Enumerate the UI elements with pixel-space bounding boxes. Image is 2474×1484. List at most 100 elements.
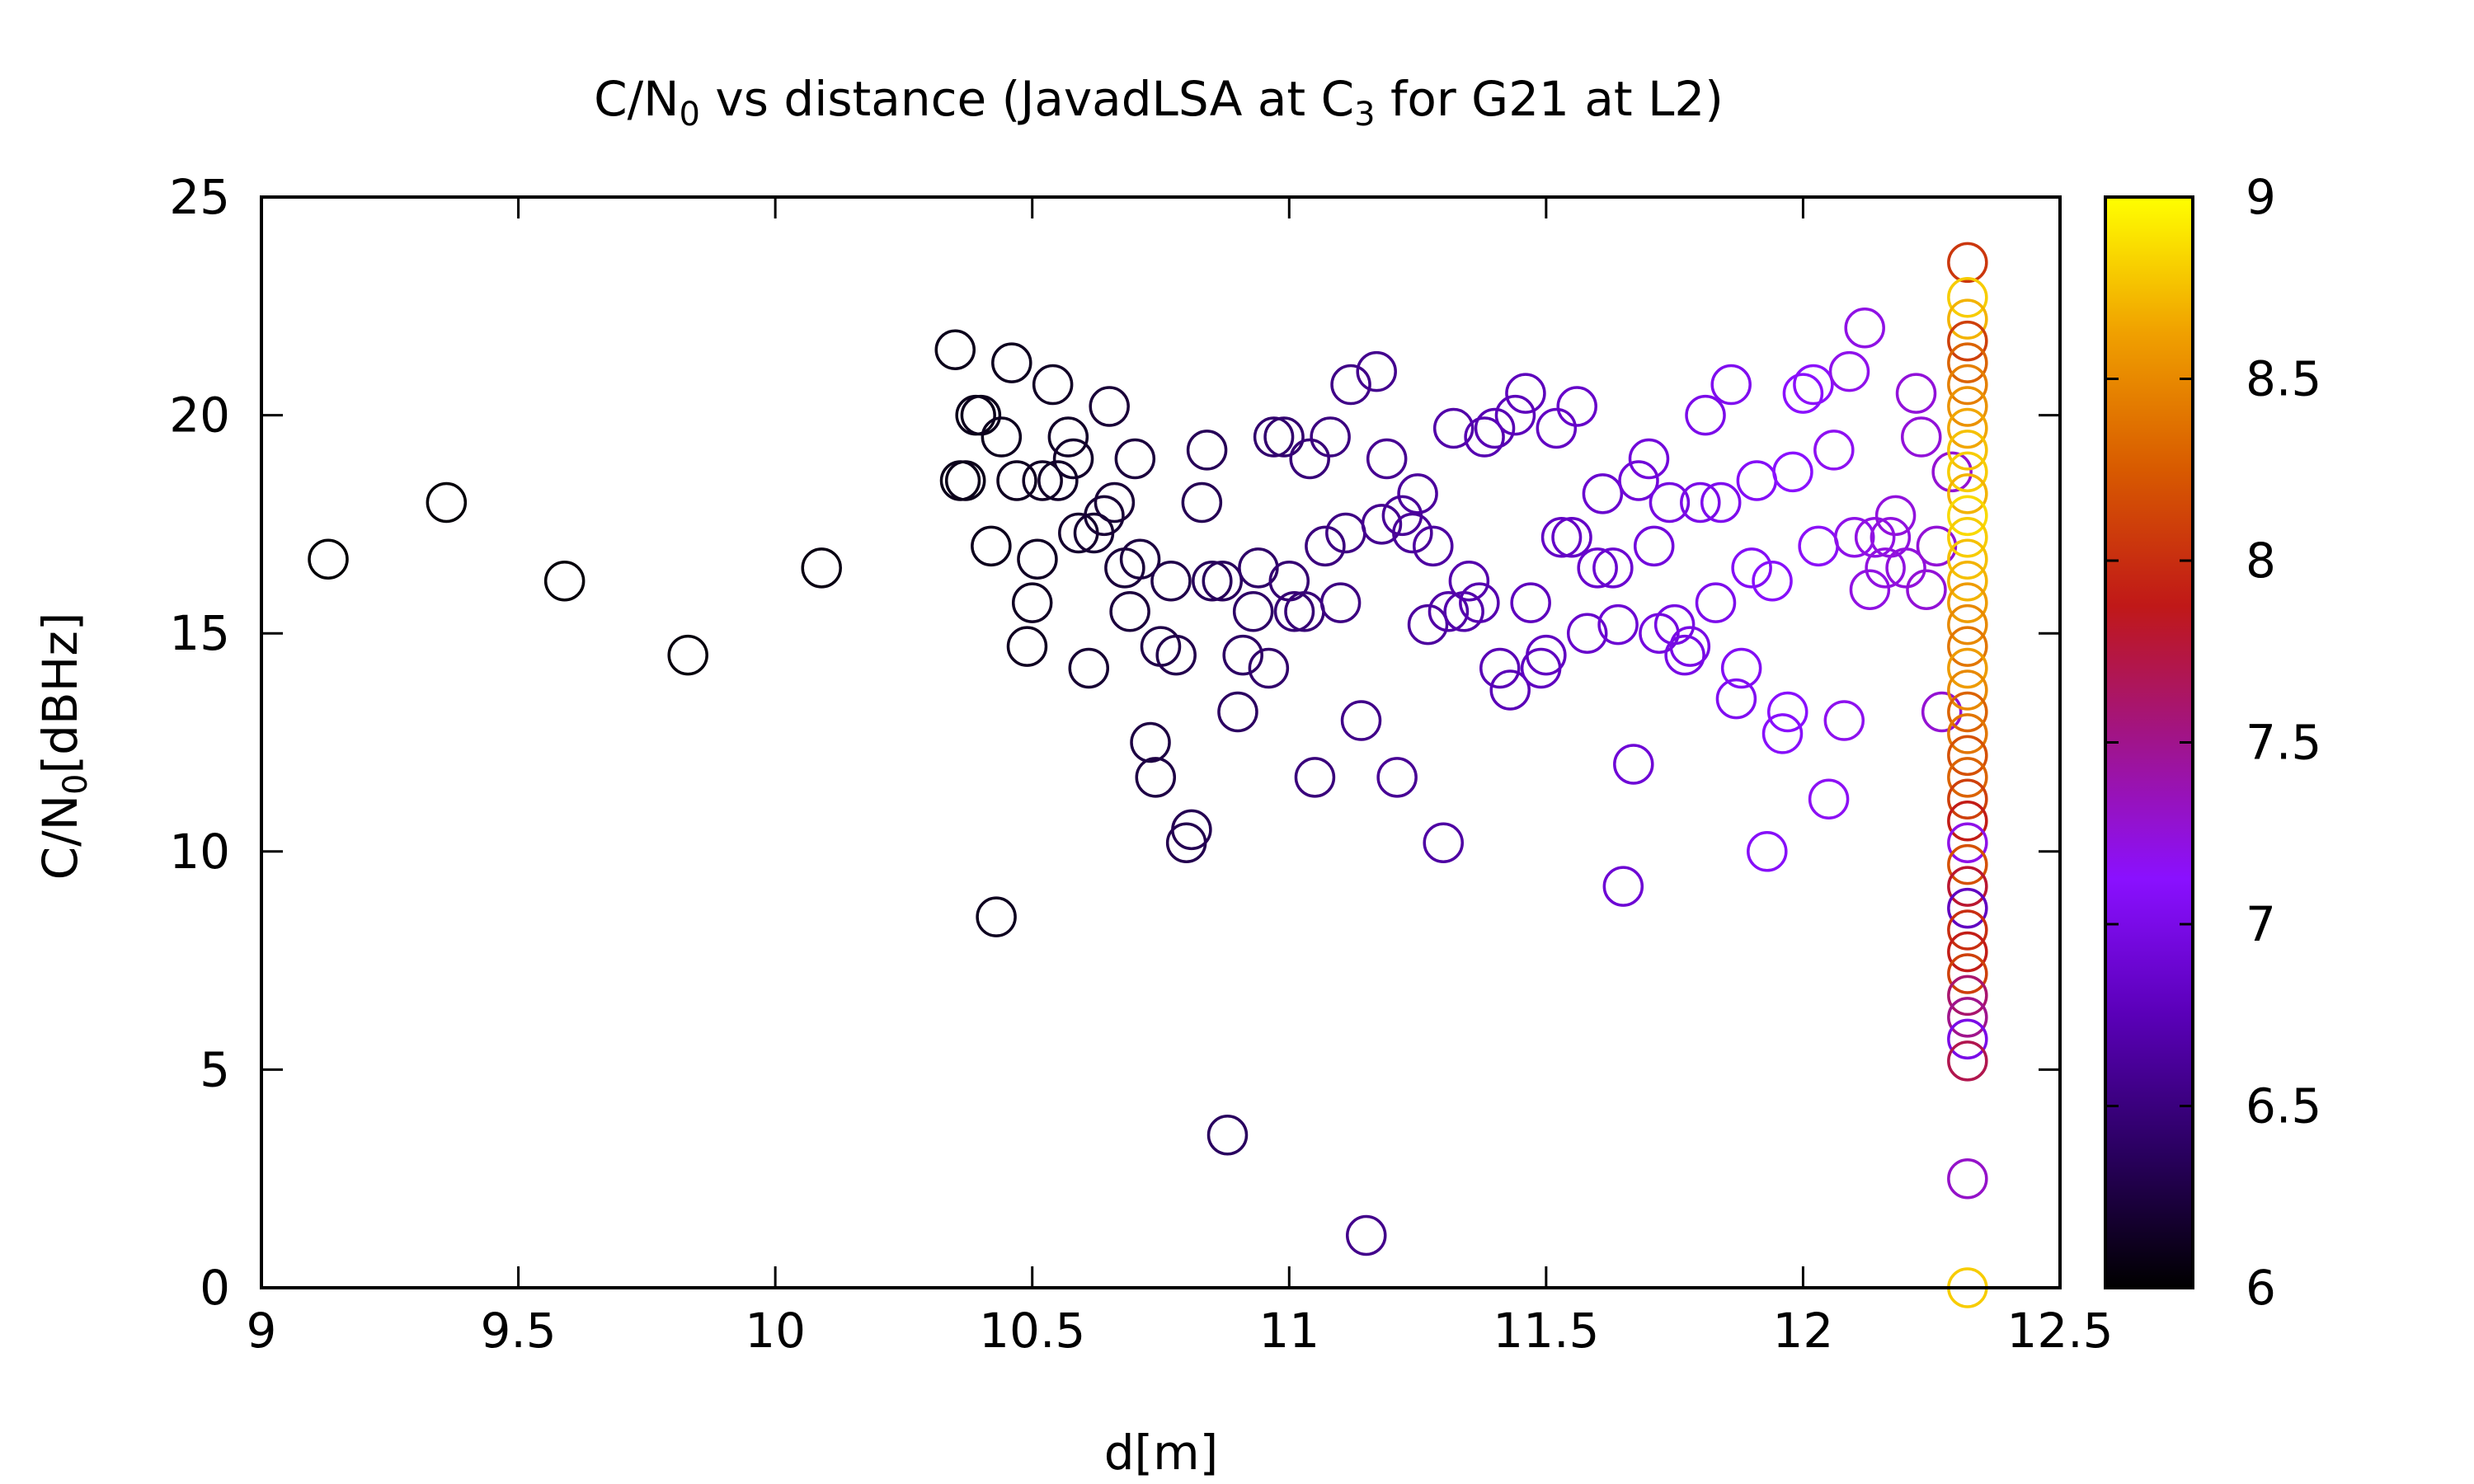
y-tick-label: 20: [169, 387, 230, 444]
data-point: [1413, 525, 1454, 567]
data-point: [1310, 416, 1351, 458]
data-point: [1720, 647, 1762, 689]
data-point: [1947, 386, 1988, 427]
data-point: [1947, 866, 1988, 907]
data-point: [1921, 691, 1963, 733]
colorbar: [2105, 197, 2193, 1288]
data-point: [1947, 495, 1988, 537]
data-point: [996, 460, 1037, 501]
data-point: [1947, 1040, 1988, 1082]
data-point: [1710, 364, 1752, 406]
data-point: [944, 460, 986, 501]
title-sub1: 0: [680, 96, 700, 134]
ylabel-prefix: C/N: [32, 795, 88, 880]
data-point: [1330, 364, 1371, 406]
data-point: [1510, 582, 1551, 623]
axis-ticks: 9 9.5 10 10.5 11 11.5 12 12.5 0 5 10 15 20 25: [169, 169, 2113, 1359]
x-axis-label: d[m]: [1104, 1425, 1219, 1481]
data-point: [1494, 394, 1536, 436]
data-point: [1505, 373, 1546, 414]
data-point: [1186, 430, 1228, 471]
y-tick-label: 15: [169, 605, 230, 661]
data-point: [1772, 451, 1813, 493]
data-point: [1798, 525, 1839, 567]
data-point: [1947, 669, 1988, 711]
data-point: [1947, 342, 1988, 383]
data-point: [1047, 416, 1089, 458]
data-point: [1793, 364, 1834, 406]
data-point: [1947, 801, 1988, 842]
data-point: [1474, 407, 1516, 449]
data-point: [1489, 669, 1531, 711]
data-point: [1947, 647, 1988, 689]
data-point: [1346, 1214, 1387, 1256]
data-point: [1947, 430, 1988, 471]
data-point: [1171, 809, 1212, 851]
data-point: [1109, 590, 1150, 632]
data-point: [1248, 647, 1290, 689]
data-point: [1947, 407, 1988, 449]
data-point: [667, 634, 708, 676]
data-point: [1114, 438, 1156, 480]
data-point: [1551, 517, 1592, 558]
data-point: [1325, 512, 1366, 554]
data-point: [1273, 590, 1315, 632]
data-point: [1011, 582, 1053, 623]
data-point: [801, 547, 842, 589]
x-tick-label: 9.5: [480, 1303, 556, 1359]
data-point: [1305, 525, 1346, 567]
x-tick-label: 12: [1773, 1303, 1834, 1359]
data-point: [1649, 481, 1691, 524]
data-point: [1037, 460, 1079, 501]
data-point: [1844, 308, 1885, 349]
data-point: [1284, 590, 1325, 632]
data-point: [1947, 603, 1988, 646]
data-point: [1232, 590, 1274, 632]
data-point: [1906, 569, 1947, 611]
data-point: [1680, 481, 1721, 524]
data-point: [1202, 560, 1244, 602]
data-point: [1747, 831, 1788, 872]
data-point: [1392, 512, 1433, 554]
data-point: [1017, 538, 1058, 580]
data-point: [1808, 778, 1850, 820]
data-point: [1253, 416, 1295, 458]
ylabel-suffix: [dBHz]: [32, 613, 88, 774]
data-point: [1427, 590, 1470, 632]
data-point: [1356, 350, 1397, 392]
data-point: [1874, 495, 1917, 537]
data-point: [1540, 517, 1583, 558]
colorbar-tick-label: 6.5: [2246, 1078, 2321, 1134]
data-point: [1700, 481, 1742, 524]
data-point: [1947, 1018, 1988, 1060]
data-point: [1602, 866, 1644, 907]
data-point: [981, 416, 1023, 458]
y-tick-label: 10: [169, 824, 230, 880]
data-point: [1828, 350, 1870, 392]
data-point: [1947, 364, 1988, 406]
data-point: [1947, 735, 1988, 777]
data-point: [1823, 700, 1865, 741]
data-point: [1782, 373, 1824, 414]
data-point: [1432, 407, 1475, 449]
data-point: [1947, 822, 1988, 863]
data-point: [1130, 721, 1171, 763]
data-point: [1006, 626, 1048, 667]
colorbar-ticks: 6 6.5 7 7.5 8 8.5 9: [2105, 169, 2321, 1316]
data-point: [1150, 560, 1192, 602]
data-point: [1947, 320, 1988, 362]
data-point: [543, 560, 586, 602]
title-suffix: for G21 at L2): [1376, 71, 1724, 127]
data-point: [1464, 416, 1505, 458]
title-sub2: 3: [1354, 96, 1375, 134]
data-point: [1947, 757, 1988, 798]
data-point: [1947, 953, 1988, 994]
x-tick-label: 9: [247, 1303, 277, 1359]
data-point: [1947, 298, 1988, 340]
data-point: [1052, 438, 1094, 480]
data-point: [1536, 407, 1578, 449]
data-point: [1752, 560, 1793, 602]
data-point: [1895, 373, 1937, 414]
data-point: [1633, 525, 1675, 567]
